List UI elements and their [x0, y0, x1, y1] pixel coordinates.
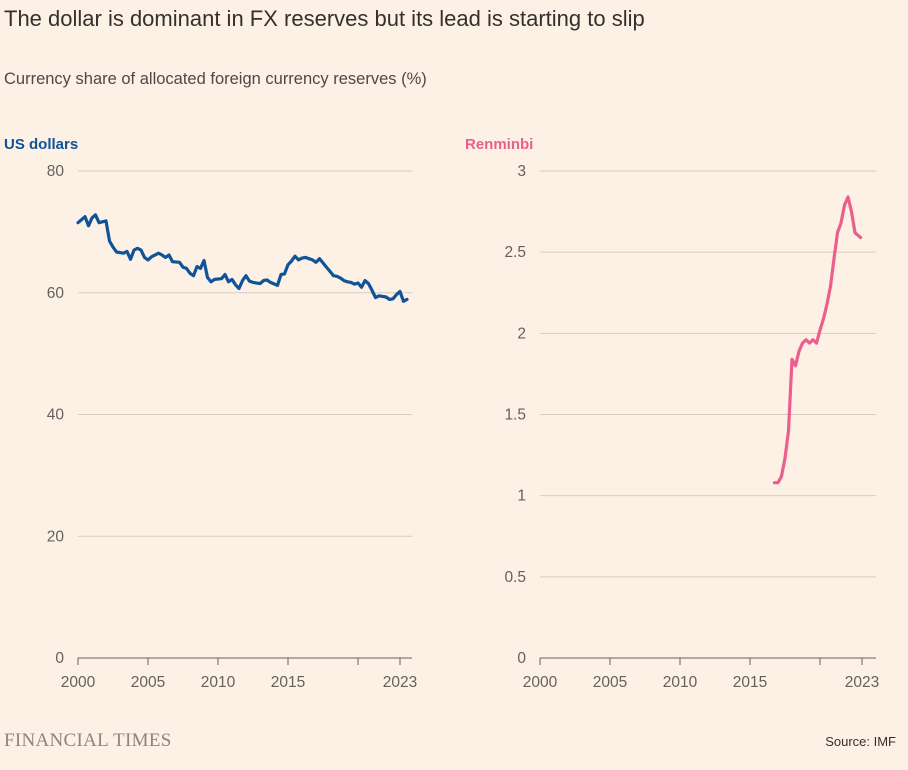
- y-tick-label: 1: [517, 488, 526, 505]
- y-tick-label: 2.5: [504, 244, 526, 261]
- series-label: US dollars: [4, 136, 78, 153]
- x-tick-label: 2023: [845, 674, 879, 691]
- x-tick-label: 2015: [271, 674, 305, 691]
- y-tick-label: 20: [47, 528, 65, 545]
- chart-title: The dollar is dominant in FX reserves bu…: [4, 6, 645, 31]
- y-tick-label: 1.5: [504, 407, 526, 424]
- y-tick-label: 80: [47, 163, 65, 180]
- x-tick-label: 2005: [131, 674, 165, 691]
- y-tick-label: 60: [47, 285, 65, 302]
- series-line-usd: [76, 213, 409, 303]
- x-tick-label: 2000: [523, 674, 558, 691]
- x-tick-label: 2023: [383, 674, 417, 691]
- x-tick-label: 2010: [201, 674, 236, 691]
- y-tick-label: 2: [517, 325, 526, 342]
- chart-panel-rmb: Renminbi 3 2.5 2 1.5 1 0.5 0 2000 2005 2010 2015 202…: [465, 136, 879, 691]
- source-note: Source: IMF: [825, 734, 896, 749]
- chart-subtitle: Currency share of allocated foreign curr…: [4, 70, 427, 88]
- x-tick-label: 2000: [61, 674, 96, 691]
- y-tick-label: 3: [517, 163, 526, 180]
- y-tick-label: 0: [517, 650, 526, 667]
- x-tick-label: 2005: [593, 674, 627, 691]
- chart-panel-usd: US dollars 80 60 40 20 0 2000 2005 2010 2015 2023: [4, 136, 417, 691]
- y-tick-label: 0.5: [504, 569, 526, 586]
- x-tick-label: 2015: [733, 674, 767, 691]
- ft-logo: FINANCIAL TIMES: [4, 730, 172, 751]
- x-tick-label: 2010: [663, 674, 698, 691]
- series-label: Renminbi: [465, 136, 533, 153]
- series-line-rmb: [772, 195, 863, 485]
- y-tick-label: 40: [47, 407, 65, 424]
- y-tick-label: 0: [55, 650, 64, 667]
